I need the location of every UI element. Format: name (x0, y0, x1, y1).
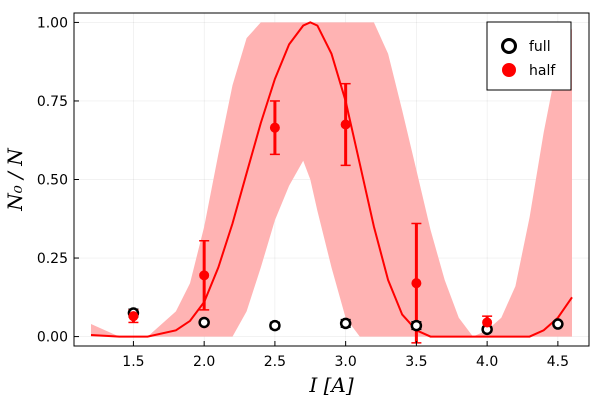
y-tick-label: 0.25 (37, 251, 68, 267)
point-half (199, 270, 210, 281)
point-full (410, 319, 423, 332)
x-axis-label: I [A] (308, 373, 354, 397)
y-tick-label: 0.50 (37, 173, 68, 189)
confidence-band (91, 22, 572, 337)
point-half (482, 317, 493, 328)
x-tick-label: 2.0 (193, 354, 215, 370)
y-tick-label: 0.00 (37, 330, 68, 346)
x-tick-label: 3.0 (335, 354, 357, 370)
y-axis-label: N₀ / N (3, 147, 27, 212)
x-tick-label: 4.0 (476, 354, 498, 370)
point-full (339, 317, 352, 330)
x-ticks: 1.5 2.0 2.5 3.0 3.5 4.0 4.5 (122, 341, 569, 370)
data-points (127, 119, 564, 336)
legend-box (486, 21, 572, 91)
legend-label-full: full (529, 39, 551, 55)
confidence-band-area (91, 22, 572, 337)
legend-label-half: half (529, 63, 556, 79)
point-full (269, 319, 281, 332)
legend-marker-half (502, 63, 516, 77)
y-tick-label: 0.75 (37, 94, 68, 110)
point-full (552, 318, 564, 330)
legend-marker-full (501, 38, 517, 54)
x-tick-label: 2.5 (264, 354, 286, 370)
point-half (340, 119, 351, 130)
point-full (198, 316, 210, 329)
x-tick-label: 1.5 (122, 354, 144, 370)
point-half (269, 122, 280, 133)
legend: full half (486, 21, 572, 91)
point-half (128, 311, 139, 322)
x-tick-label: 4.5 (547, 354, 569, 370)
y-ticks: 0.00 0.25 0.50 0.75 1.00 (37, 15, 79, 346)
x-tick-label: 3.5 (405, 354, 427, 370)
point-half (411, 278, 422, 289)
y-tick-label: 1.00 (37, 15, 68, 31)
